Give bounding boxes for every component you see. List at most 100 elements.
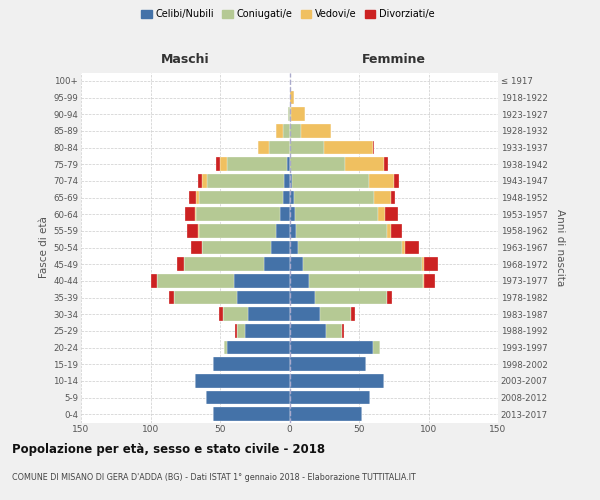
Bar [387,290,392,304]
Text: Maschi: Maschi [161,53,209,66]
Bar [345,158,384,171]
Bar [187,224,198,237]
Bar [290,290,314,304]
Bar [190,190,196,204]
Bar [394,174,400,188]
Bar [291,108,305,121]
Bar [169,290,174,304]
Bar [290,208,295,221]
Bar [198,224,199,237]
Bar [223,308,248,321]
Bar [298,240,402,254]
Bar [227,340,290,354]
Bar [295,208,379,221]
Bar [275,224,290,237]
Bar [290,190,293,204]
Bar [284,174,290,188]
Bar [326,324,343,338]
Bar [290,374,384,388]
Bar [287,158,290,171]
Bar [424,258,438,271]
Bar [191,240,202,254]
Bar [292,174,369,188]
Bar [157,274,234,287]
Bar [174,290,236,304]
Bar [373,340,380,354]
Bar [309,274,423,287]
Bar [195,208,196,221]
Bar [424,274,436,287]
Bar [290,140,324,154]
Bar [185,208,195,221]
Bar [290,124,301,138]
Bar [290,340,373,354]
Bar [290,274,309,287]
Bar [202,240,271,254]
Bar [374,190,391,204]
Bar [199,190,283,204]
Bar [391,190,395,204]
Bar [196,190,199,204]
Bar [422,258,424,271]
Bar [288,108,290,121]
Bar [220,158,227,171]
Bar [290,158,345,171]
Bar [290,224,296,237]
Bar [177,258,184,271]
Bar [290,390,370,404]
Bar [199,224,275,237]
Bar [293,190,374,204]
Bar [387,224,391,237]
Bar [314,290,387,304]
Bar [275,124,283,138]
Bar [373,140,374,154]
Bar [271,240,290,254]
Bar [236,324,245,338]
Bar [290,358,366,371]
Bar [405,240,419,254]
Bar [384,158,388,171]
Bar [290,408,362,421]
Bar [265,258,290,271]
Bar [227,158,287,171]
Bar [196,208,280,221]
Bar [283,190,290,204]
Bar [234,274,290,287]
Bar [208,174,284,188]
Bar [423,274,424,287]
Bar [202,174,208,188]
Bar [385,208,398,221]
Bar [290,90,293,104]
Bar [320,308,350,321]
Bar [224,340,227,354]
Bar [290,308,320,321]
Bar [290,258,304,271]
Bar [280,208,290,221]
Bar [198,174,202,188]
Legend: Celibi/Nubili, Coniugati/e, Vedovi/e, Divorziati/e: Celibi/Nubili, Coniugati/e, Vedovi/e, Di… [139,8,437,21]
Bar [184,258,265,271]
Bar [195,374,290,388]
Bar [218,308,223,321]
Text: COMUNE DI MISANO DI GERA D'ADDA (BG) - Dati ISTAT 1° gennaio 2018 - Elaborazione: COMUNE DI MISANO DI GERA D'ADDA (BG) - D… [12,472,416,482]
Bar [269,140,290,154]
Bar [206,390,290,404]
Bar [235,324,236,338]
Bar [379,208,385,221]
Bar [343,324,344,338]
Bar [369,174,394,188]
Bar [391,224,402,237]
Y-axis label: Anni di nascita: Anni di nascita [554,209,565,286]
Bar [301,124,331,138]
Bar [257,140,269,154]
Text: Popolazione per età, sesso e stato civile - 2018: Popolazione per età, sesso e stato civil… [12,442,325,456]
Bar [213,408,290,421]
Bar [236,290,290,304]
Bar [350,308,355,321]
Bar [216,158,220,171]
Bar [290,240,298,254]
Bar [402,240,405,254]
Bar [304,258,422,271]
Bar [283,124,290,138]
Text: Femmine: Femmine [362,53,426,66]
